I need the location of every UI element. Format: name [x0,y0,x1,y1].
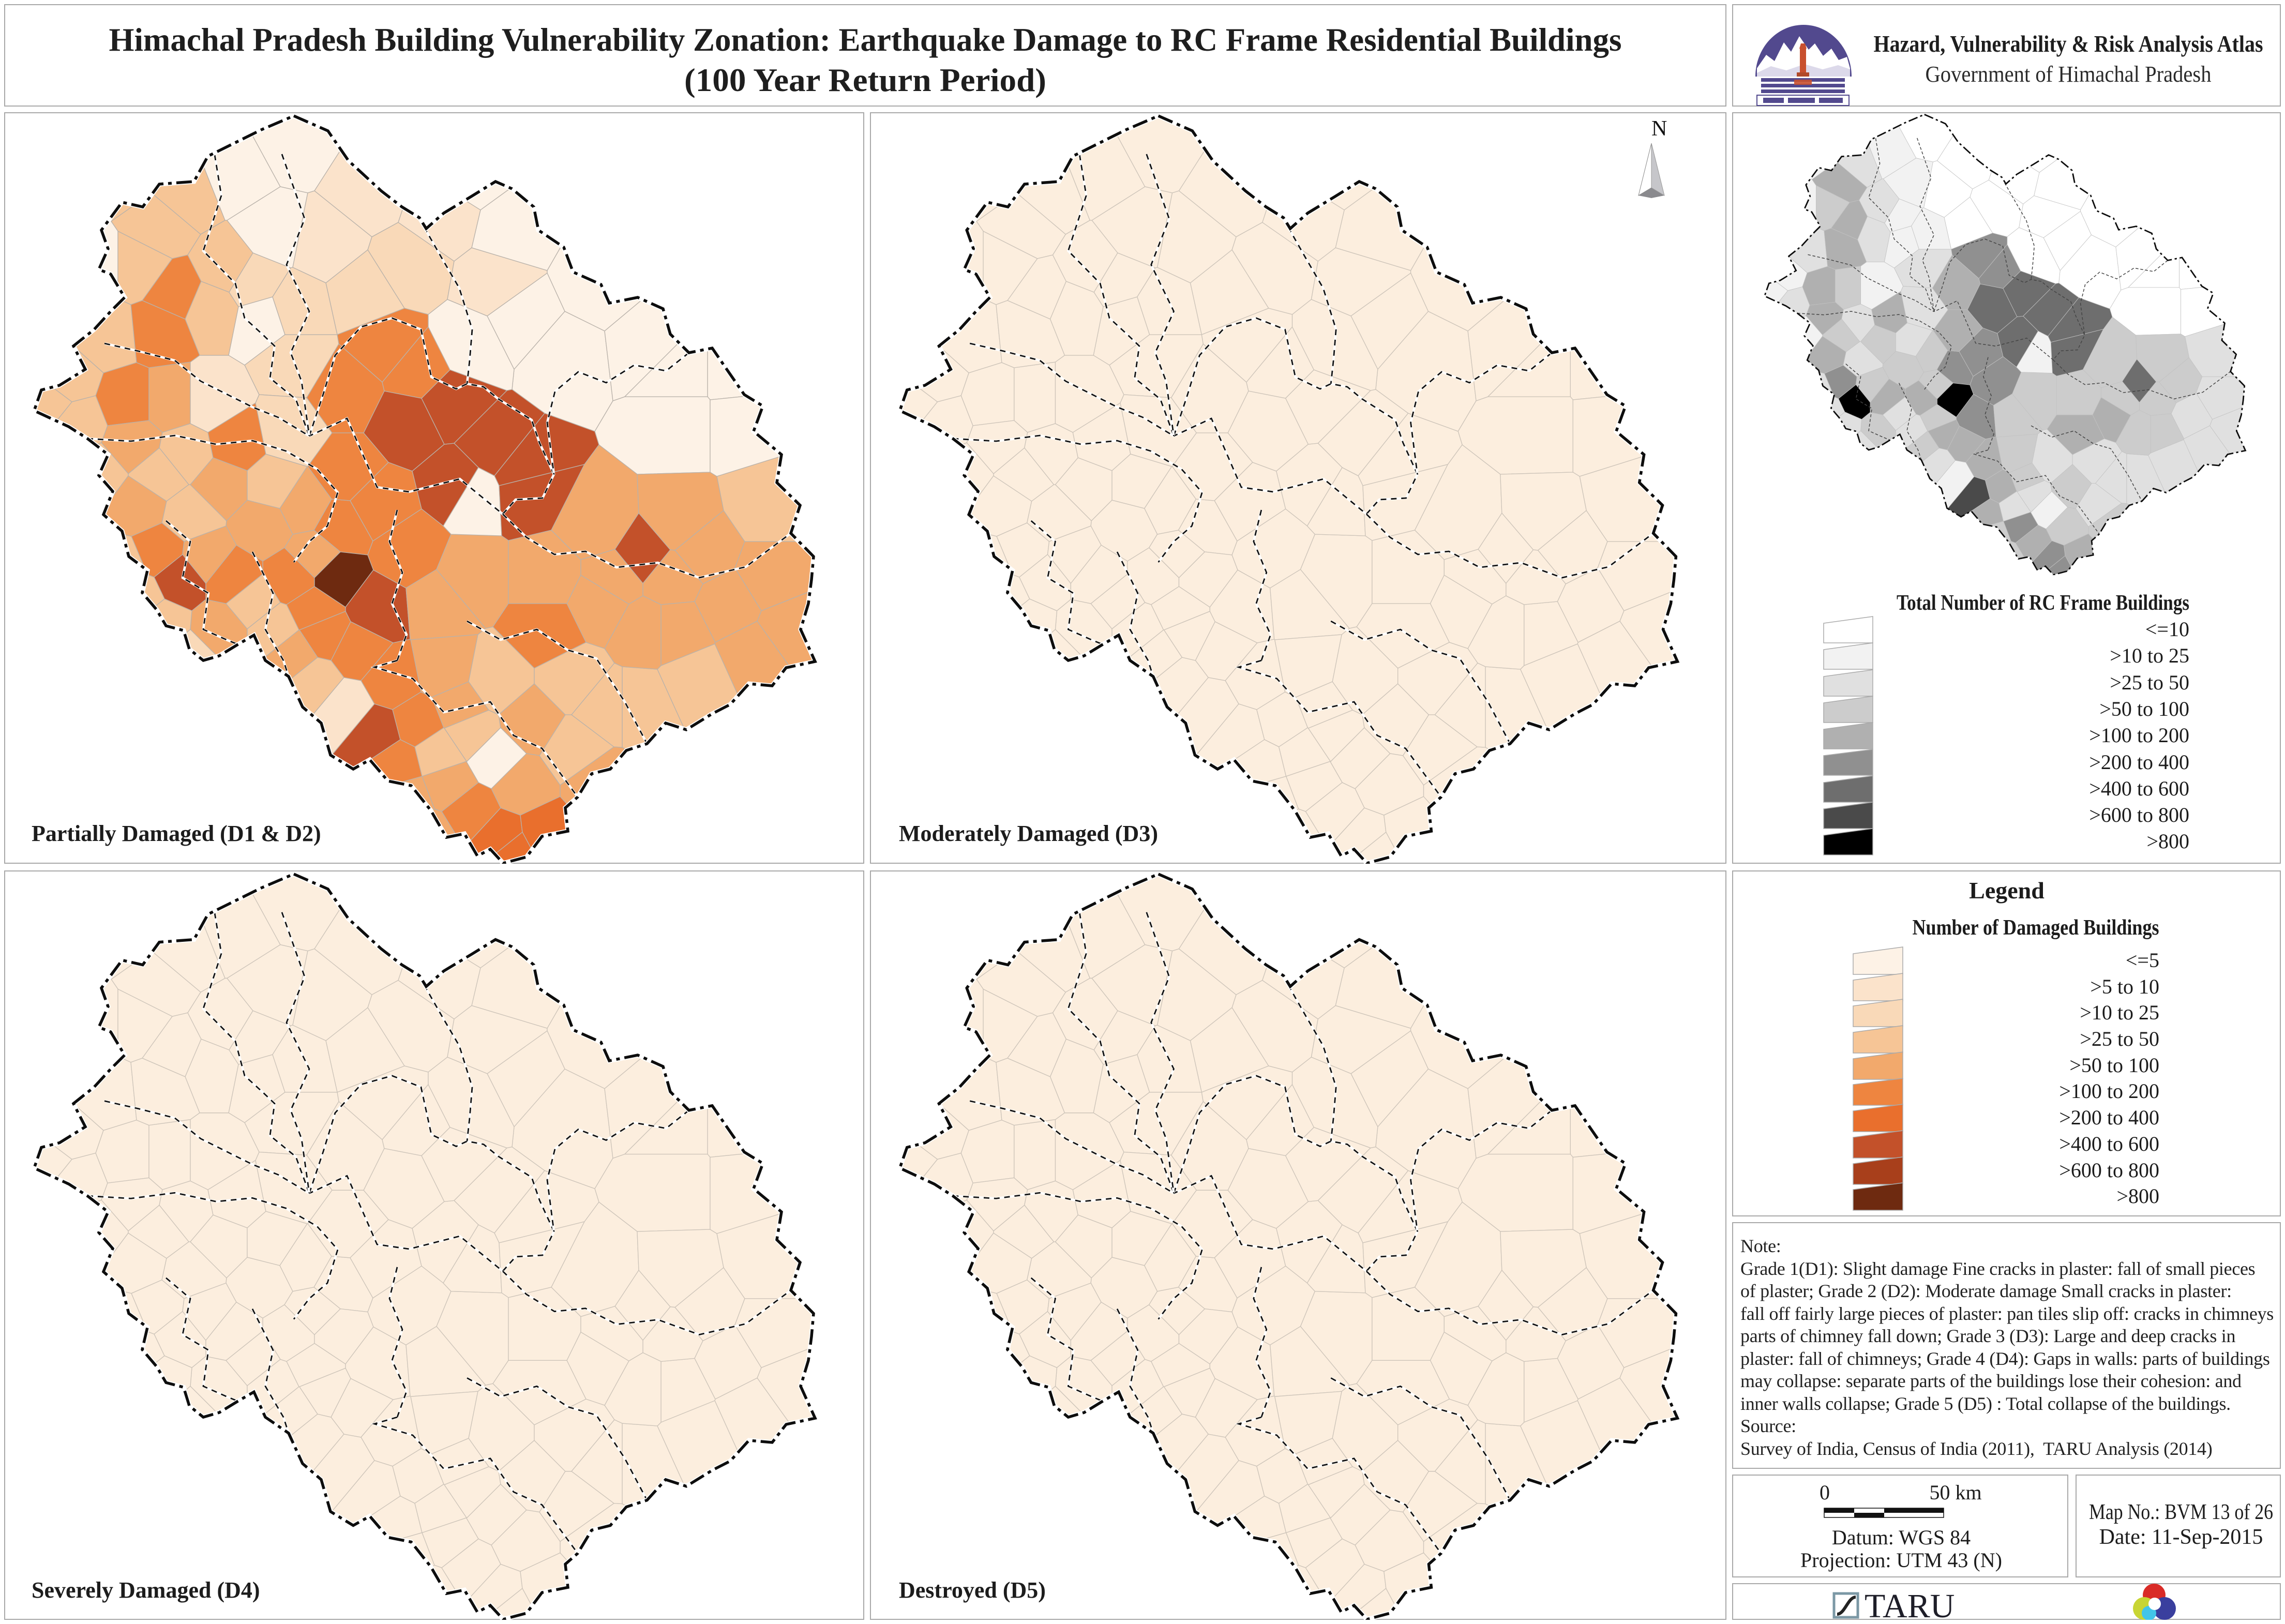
svg-text:Projection: UTM 43 (N): Projection: UTM 43 (N) [1800,1548,2002,1572]
svg-text:>50 to 100: >50 to 100 [2069,1054,2159,1077]
svg-text:Datum: WGS 84: Datum: WGS 84 [1832,1526,1971,1549]
svg-text:Himachal Pradesh Building Vuln: Himachal Pradesh Building Vulnerability … [109,21,1622,58]
svg-text:N: N [1651,117,1667,141]
svg-text:>200 to 400: >200 to 400 [2059,1106,2159,1129]
svg-text:Government of Himachal Pradesh: Government of Himachal Pradesh [1926,62,2212,87]
svg-text:Number of Damaged Buildings: Number of Damaged Buildings [1913,916,2159,940]
svg-text:>200 to 400: >200 to 400 [2089,750,2189,774]
svg-text:Legend: Legend [1969,877,2045,904]
svg-text:>400 to 600: >400 to 600 [2059,1132,2159,1155]
svg-text:>25 to 50: >25 to 50 [2080,1027,2159,1050]
svg-text:>25 to 50: >25 to 50 [2110,671,2189,694]
svg-text:Date: 11-Sep-2015: Date: 11-Sep-2015 [2099,1525,2263,1549]
svg-text:TARU: TARU [1865,1587,1955,1620]
svg-text:0: 0 [1820,1481,1830,1504]
svg-text:Total Number of RC Frame Build: Total Number of RC Frame Buildings [1897,591,2189,615]
svg-text:>800: >800 [2116,1184,2159,1208]
svg-text:>100 to 200: >100 to 200 [2089,724,2189,747]
svg-text:>10 to 25: >10 to 25 [2080,1001,2159,1024]
svg-text:<=10: <=10 [2145,618,2189,641]
svg-text:>5 to 10: >5 to 10 [2090,975,2159,998]
svg-text:>400 to 600: >400 to 600 [2089,777,2189,800]
svg-text:>600 to 800: >600 to 800 [2059,1159,2159,1182]
svg-text:Hazard, Vulnerability & Risk A: Hazard, Vulnerability & Risk Analysis At… [1874,31,2263,57]
svg-text:>100 to 200: >100 to 200 [2059,1079,2159,1103]
svg-text:>10 to 25: >10 to 25 [2110,644,2189,667]
svg-text:>600 to 800: >600 to 800 [2089,803,2189,826]
svg-text:<=5: <=5 [2126,949,2159,972]
svg-text:(100 Year Return Period): (100 Year Return Period) [684,62,1046,98]
svg-text:Map No.: BVM 13 of 26: Map No.: BVM 13 of 26 [2089,1500,2273,1524]
svg-text:>800: >800 [2146,830,2189,853]
svg-text:50 km: 50 km [1929,1481,1981,1504]
svg-text:>50 to 100: >50 to 100 [2099,697,2189,720]
